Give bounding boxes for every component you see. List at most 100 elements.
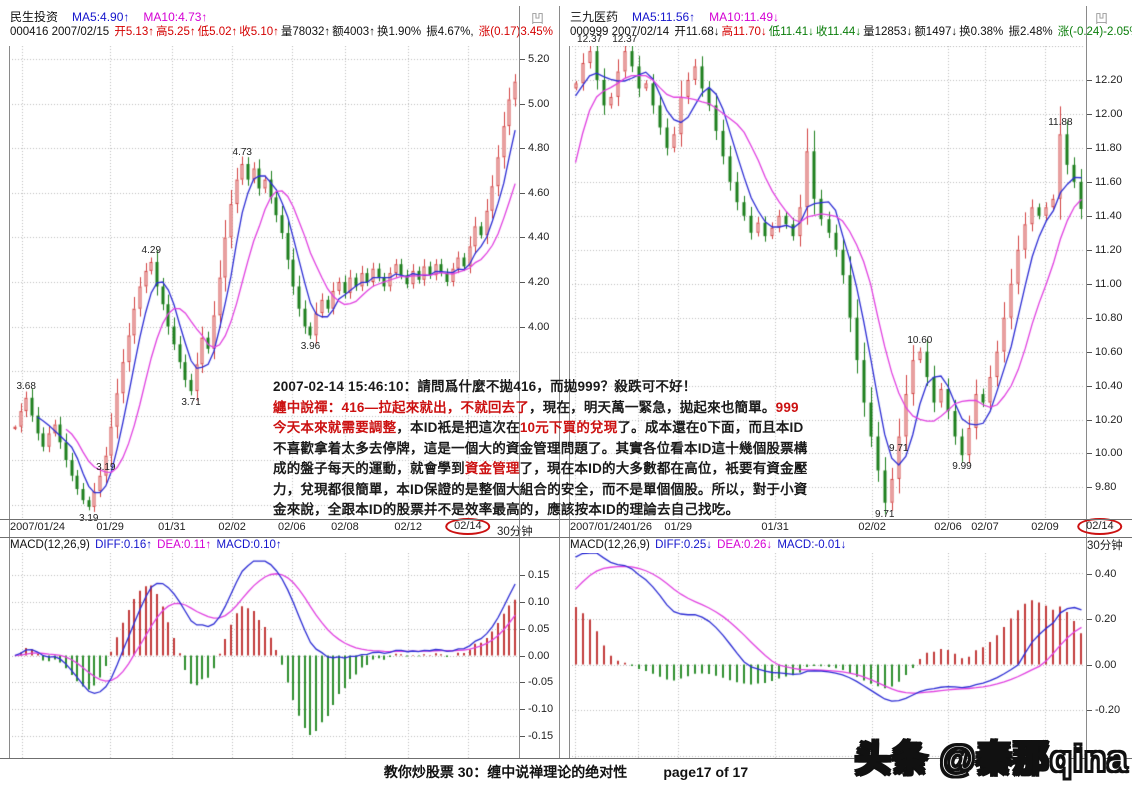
macd-axis-label: 0.40 <box>1095 567 1117 580</box>
quote-info-segment: 高11.70↓ <box>721 26 767 38</box>
macd-header-segment: MACD:0.10↑ <box>216 539 282 551</box>
period-label[interactable]: 30分钟 <box>497 526 533 538</box>
commentary-segment: 了，現在本ID的大多數都在高位，衹要有資金壓 <box>519 461 808 476</box>
price-axis-label: 11.00 <box>1095 277 1122 290</box>
date-label: 02/12 <box>394 521 422 533</box>
macd-chart[interactable] <box>572 553 1085 758</box>
date-label-current: 02/14 <box>445 518 491 535</box>
candlestick-chart[interactable] <box>572 46 1085 518</box>
axis-tick <box>520 655 525 657</box>
price-annotation: 4.73 <box>232 147 252 158</box>
date-label: 02/06 <box>934 521 962 533</box>
price-annotation: 9.71 <box>889 442 909 454</box>
macd-header-segment: DIFF:0.16↑ <box>95 539 156 551</box>
window-layout-icon[interactable]: 凹 <box>1095 11 1109 26</box>
commentary-segment: 10元下買的兌現 <box>519 420 618 435</box>
macd-axis-label: 0.20 <box>1095 613 1117 626</box>
commentary-segment: 了。成本還在0下面，而且本ID <box>617 420 804 435</box>
commentary-line: 成的盤子每天的運動，就會學到資金管理了，現在本ID的大多數都在高位，衹要有資金壓 <box>273 459 835 480</box>
divider <box>0 519 1132 520</box>
date-label: 01/31 <box>158 521 186 533</box>
macd-axis-label: -0.20 <box>1095 704 1121 717</box>
commentary-segment: 力，兌現都很簡單，本ID保證的是整個大組合的安全，而不是單個個股。所以，對于小資 <box>273 481 808 497</box>
axis-tick <box>1087 664 1092 666</box>
axis-tick <box>520 103 525 105</box>
axis-tick <box>1087 385 1092 387</box>
macd-header-segment: MACD:-0.01↓ <box>777 539 847 551</box>
axis-tick <box>520 682 525 684</box>
price-axis-label: 5.00 <box>528 97 550 110</box>
commentary-line: 2007-02-14 15:46:10：請問爲什麼不拋416，而拋999？殺跌可… <box>273 377 835 398</box>
price-axis-label: 11.80 <box>1095 141 1122 154</box>
date-label: 2007/01/24 <box>10 521 66 533</box>
macd-chart[interactable] <box>12 553 518 758</box>
date-label-current: 02/14 <box>1077 518 1123 535</box>
quote-info-segment: 收11.44↓ <box>815 26 862 38</box>
axis-tick <box>520 574 525 576</box>
candlestick-chart[interactable] <box>12 46 518 518</box>
commentary-segment: 今天本來就需要調整 <box>273 420 397 435</box>
macd-axis-label: 0.10 <box>528 595 550 608</box>
axis-tick <box>1087 113 1092 115</box>
stock-name: 三九医药 <box>570 10 619 24</box>
quote-info-segment: 涨(0.17)3.45% <box>478 26 553 38</box>
macd-header-segment: MACD(12,26,9) <box>570 539 654 551</box>
quote-info-segment: 开5.13↑ <box>114 26 154 38</box>
commentary-segment: 金來說，全跟本ID的股票并不是效率最高的，應該按本ID的理論去自己找吃。 <box>273 502 740 517</box>
quote-info-segment: 高5.25↑ <box>155 26 196 38</box>
price-annotation: 4.29 <box>141 244 162 256</box>
date-label: 01/29 <box>96 521 124 533</box>
period-label[interactable]: 30分钟 <box>1087 540 1123 552</box>
date-label: 02/08 <box>331 521 359 533</box>
axis-tick <box>520 59 525 61</box>
axis-divider <box>519 6 520 758</box>
price-axis-label: 4.80 <box>528 142 550 155</box>
price-axis-label: 9.80 <box>1095 481 1117 494</box>
axis-tick <box>1087 317 1092 319</box>
macd-header-segment: DEA:0.11↑ <box>157 539 215 551</box>
axis-divider <box>9 46 10 758</box>
macd-axis-label: 0.05 <box>528 622 550 635</box>
date-label: 2007/01/24 <box>570 521 626 533</box>
axis-tick <box>1087 215 1092 217</box>
price-annotation: 12.37 <box>577 34 603 46</box>
stock-panel-right: 三九医药 MA5:11.56↑ MA10:11.49↓ 000999 2007/02… <box>560 0 1132 760</box>
commentary-text: 2007-02-14 15:46:10：請問爲什麼不拋416，而拋999？殺跌可… <box>273 377 835 521</box>
window-layout-icon[interactable]: 凹 <box>531 11 545 26</box>
macd-axis-label: 0.00 <box>1095 658 1117 671</box>
axis-tick <box>520 237 525 239</box>
commentary-segment: 纏中說禪：416—拉起來就出，不就回去了 <box>273 399 530 415</box>
axis-tick <box>1087 181 1092 183</box>
price-annotation: 3.71 <box>181 397 201 409</box>
price-annotation: 3.19 <box>79 513 98 524</box>
axis-tick <box>1087 147 1092 149</box>
commentary-line: 力，兌現都很簡單，本ID保證的是整個大組合的安全，而不是單個個股。所以，對于小資 <box>273 480 835 501</box>
quote-info-segment: 涨(-0.24)-2.05% <box>1057 26 1132 38</box>
price-axis-label: 4.20 <box>528 276 550 288</box>
quote-info-segment: 000416 2007/02/15 <box>10 26 113 38</box>
price-axis-label: 5.20 <box>528 53 550 66</box>
price-annotation: 3.19 <box>96 461 116 473</box>
commentary-segment: 成的盤子每天的運動，就會學到 <box>273 461 465 476</box>
quote-info-segment: 振4.67%, <box>426 26 477 38</box>
price-annotation: 3.96 <box>300 341 321 353</box>
commentary-segment: 2007-02-14 15:46:10：請問爲什麼不拋416，而拋999？殺跌可… <box>273 379 697 394</box>
date-label: 02/07 <box>971 521 999 533</box>
price-annotation: 10.60 <box>907 334 933 346</box>
macd-axis-label: -0.15 <box>528 730 554 743</box>
price-annotation: 3.68 <box>16 380 36 392</box>
panel-divider <box>559 6 560 758</box>
quote-info-segment: 额4003↑ <box>332 26 375 38</box>
price-axis-label: 10.20 <box>1095 413 1123 426</box>
commentary-segment: 資金管理 <box>464 461 520 476</box>
price-axis-label: 12.20 <box>1095 73 1123 86</box>
watermark: 头条 @秦那qina <box>854 730 1128 782</box>
price-annotation: 9.99 <box>952 461 972 473</box>
price-axis-label: 10.60 <box>1095 345 1123 358</box>
date-label: 02/02 <box>218 521 246 533</box>
axis-tick <box>1087 619 1092 621</box>
axis-tick <box>520 192 525 194</box>
commentary-segment: ，現在，明天萬一緊急，拋起來也簡單。 <box>529 399 776 415</box>
commentary-line: 纏中說禪：416—拉起來就出，不就回去了，現在，明天萬一緊急，拋起來也簡單。99… <box>273 398 835 419</box>
axis-tick <box>1087 351 1092 353</box>
